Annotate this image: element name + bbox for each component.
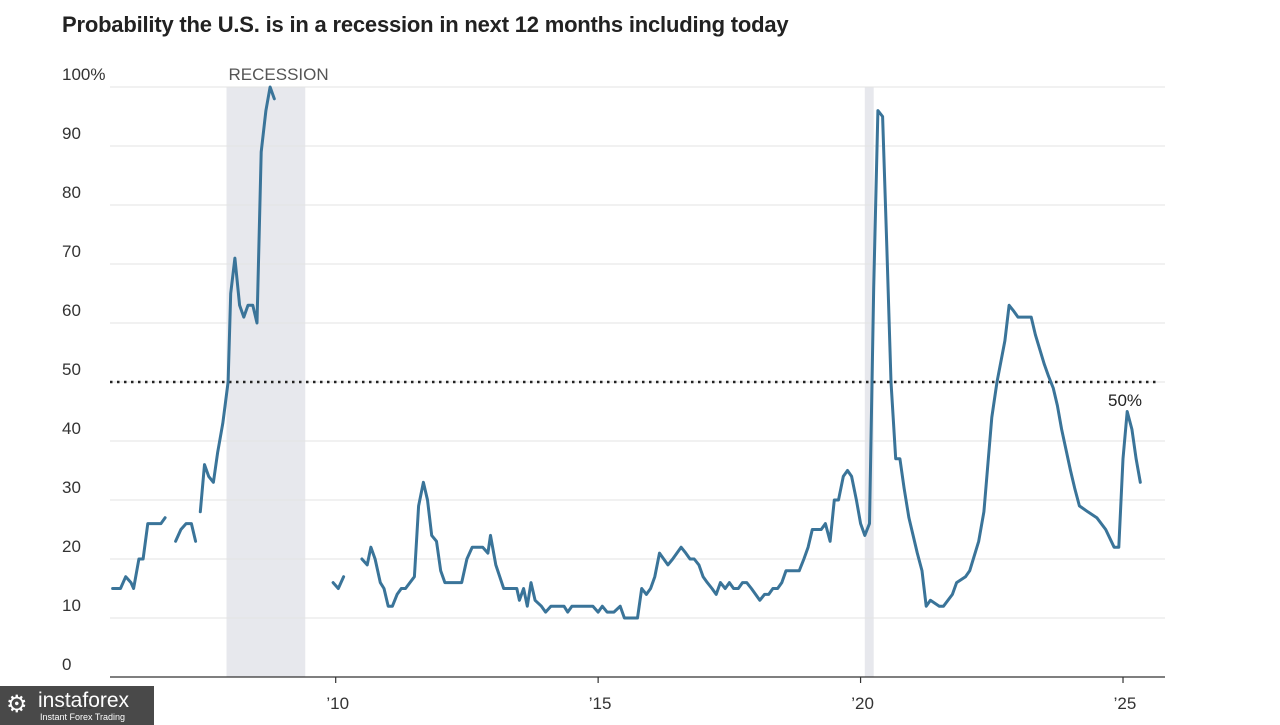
watermark-tagline: Instant Forex Trading [40,712,126,722]
watermark-badge: ⚙ instaforex Instant Forex Trading [0,686,154,725]
y-tick-label-20: 20 [62,537,81,556]
x-tick-label-2015: ’15 [589,694,612,713]
series-line-segment-2 [174,522,198,543]
x-tick-label-2010: ’10 [326,694,349,713]
y-tick-label-40: 40 [62,419,81,438]
y-tick-label-50: 50 [62,360,81,379]
series-line-segment-1 [111,516,167,590]
chart-title: Probability the U.S. is in a recession i… [62,12,789,37]
y-tick-label-70: 70 [62,242,81,261]
y-tick-label-90: 90 [62,124,81,143]
series-line-segment-4 [331,575,346,590]
gear-icon: ⚙ [6,690,28,718]
x-axis [110,676,1165,683]
y-tick-label-30: 30 [62,478,81,497]
series-line-segment-5 [360,109,1142,620]
x-tick-label-2020: ’20 [851,694,874,713]
reference-label: 50% [1108,391,1142,410]
y-tick-label-100: 100% [62,65,105,84]
watermark-name: instaforex [38,689,130,712]
series-line-segment-3 [198,85,276,514]
recession-label: RECESSION [229,65,329,84]
y-tick-label-0: 0 [62,655,71,674]
y-tick-label-10: 10 [62,596,81,615]
series-recession-probability [111,85,1142,620]
x-tick-label-2025: ’25 [1114,694,1137,713]
y-tick-label-60: 60 [62,301,81,320]
y-tick-label-80: 80 [62,183,81,202]
axis-labels: RECESSION0102030405060708090100%2005’10’… [56,65,1142,713]
